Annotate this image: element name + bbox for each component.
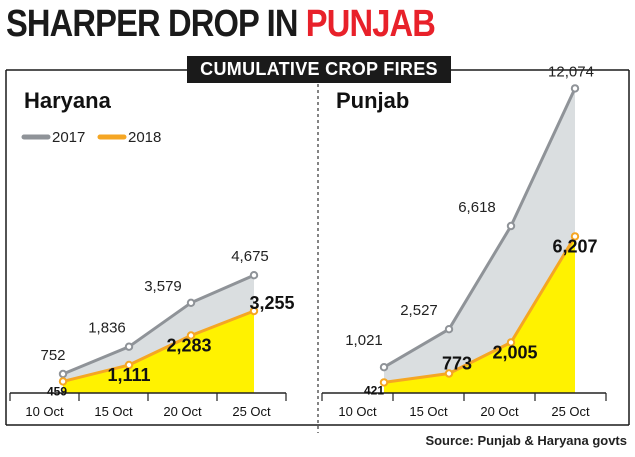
x-tick-label: 20 Oct [163, 404, 202, 419]
point-2017 [570, 84, 580, 93]
legend-label-2018: 2018 [128, 129, 161, 146]
data-label-2018: 773 [442, 354, 472, 374]
point-2017 [506, 221, 516, 231]
x-tick-label: 20 Oct [480, 404, 519, 419]
chart-subtitle: CUMULATIVE CROP FIRES [187, 56, 451, 83]
point-2017 [249, 271, 259, 280]
data-label-2018: 459 [47, 384, 67, 398]
x-tick-label: 10 Oct [25, 404, 64, 419]
haryana-title: Haryana [24, 88, 112, 113]
point-2017 [186, 298, 196, 307]
x-tick-label: 15 Oct [409, 404, 448, 419]
point-2018 [124, 360, 134, 370]
line-2017 [62, 273, 255, 376]
data-label-2017: 2,527 [400, 302, 438, 319]
point-2018 [379, 378, 389, 387]
point-2018 [506, 338, 516, 347]
point-2017 [124, 342, 134, 351]
line-2018 [383, 235, 577, 384]
data-label-2018: 1,111 [107, 365, 150, 385]
data-label-2017: 12,074 [548, 63, 594, 80]
legend: 2017 2018 [21, 129, 161, 146]
point-2018 [570, 232, 580, 241]
data-label-2018: 2,005 [492, 342, 537, 362]
area-2018-fill [384, 236, 575, 393]
data-label-2017: 4,675 [231, 248, 269, 265]
point-2018 [186, 331, 196, 340]
punjab-title: Punjab [336, 88, 409, 113]
headline-highlight: PUNJAB [305, 3, 436, 45]
data-label-2018: 421 [364, 383, 384, 397]
data-label-2017: 752 [40, 347, 65, 364]
line-2017 [383, 87, 577, 369]
punjab-panel: Punjab 10 Oct 15 Oct 20 Oct 25 Oct 1,021 421… [321, 63, 607, 419]
headline: SHARPER DROP IN PUNJAB [6, 2, 436, 46]
data-label-2017: 1,836 [88, 320, 126, 337]
data-label-2018: 3,255 [249, 293, 294, 313]
x-tick-label: 25 Oct [551, 404, 590, 419]
data-label-2017: 1,021 [345, 332, 383, 349]
data-label-2018: 6,207 [552, 236, 597, 256]
headline-prefix: SHARPER DROP IN [6, 3, 306, 45]
legend-label-2017: 2017 [52, 129, 85, 146]
x-tick-label: 10 Oct [338, 404, 377, 419]
x-tick-label: 15 Oct [94, 404, 133, 419]
haryana-panel: Haryana 2017 2018 10 Oct 15 Oct 20 Oct 25 O… [9, 88, 295, 419]
point-2017 [379, 363, 389, 372]
line-2018 [62, 309, 255, 383]
data-label-2018: 2,283 [166, 336, 211, 356]
point-2017 [444, 325, 454, 334]
point-2018 [249, 306, 259, 316]
point-2018 [58, 377, 68, 386]
x-tick-label: 25 Oct [232, 404, 271, 419]
point-2018 [444, 369, 454, 378]
point-2017 [58, 369, 68, 379]
data-label-2017: 6,618 [458, 199, 496, 216]
data-label-2017: 3,579 [144, 278, 182, 295]
source-note: Source: Punjab & Haryana govts [425, 433, 627, 448]
